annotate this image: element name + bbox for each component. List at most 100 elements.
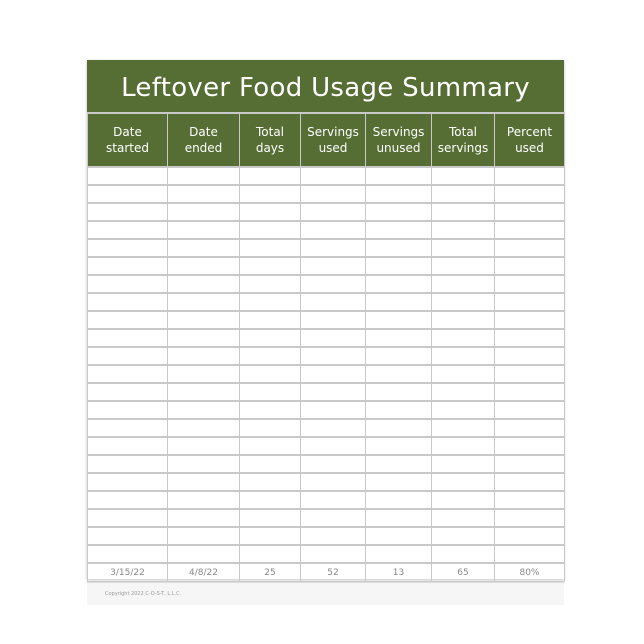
table-cell[interactable] <box>87 544 168 564</box>
table-cell[interactable] <box>365 166 432 186</box>
table-cell[interactable] <box>300 436 366 456</box>
table-cell[interactable] <box>494 490 565 510</box>
table-cell[interactable] <box>87 292 168 312</box>
table-cell[interactable] <box>300 220 366 240</box>
table-cell[interactable] <box>431 400 495 420</box>
table-cell[interactable] <box>87 418 168 438</box>
table-cell[interactable] <box>300 382 366 402</box>
table-cell[interactable] <box>431 454 495 474</box>
table-cell[interactable] <box>167 220 240 240</box>
table-cell[interactable] <box>87 508 168 528</box>
table-cell[interactable] <box>87 490 168 510</box>
table-cell[interactable] <box>239 508 301 528</box>
table-cell[interactable] <box>239 472 301 492</box>
table-cell[interactable] <box>167 400 240 420</box>
table-cell[interactable] <box>300 346 366 366</box>
table-cell[interactable] <box>239 454 301 474</box>
table-cell[interactable] <box>300 454 366 474</box>
table-cell[interactable] <box>431 292 495 312</box>
table-cell[interactable] <box>494 454 565 474</box>
table-cell[interactable] <box>300 418 366 438</box>
table-cell[interactable] <box>494 202 565 222</box>
table-cell[interactable] <box>300 328 366 348</box>
table-cell[interactable] <box>431 346 495 366</box>
table-cell[interactable] <box>494 544 565 564</box>
table-cell[interactable] <box>239 490 301 510</box>
table-cell[interactable] <box>494 472 565 492</box>
table-cell[interactable] <box>167 166 240 186</box>
table-cell[interactable] <box>365 220 432 240</box>
table-cell[interactable] <box>239 328 301 348</box>
table-cell[interactable] <box>365 508 432 528</box>
table-cell[interactable] <box>87 310 168 330</box>
table-cell[interactable] <box>431 382 495 402</box>
table-cell[interactable] <box>167 436 240 456</box>
table-cell[interactable] <box>431 328 495 348</box>
table-cell[interactable] <box>300 166 366 186</box>
table-cell[interactable] <box>300 202 366 222</box>
table-cell[interactable] <box>239 310 301 330</box>
table-cell[interactable] <box>431 274 495 294</box>
table-cell[interactable] <box>494 508 565 528</box>
table-cell[interactable] <box>300 274 366 294</box>
table-cell[interactable] <box>365 184 432 204</box>
table-cell[interactable] <box>365 418 432 438</box>
table-cell[interactable] <box>167 202 240 222</box>
table-cell[interactable] <box>300 184 366 204</box>
table-cell[interactable] <box>87 526 168 546</box>
table-cell[interactable] <box>239 274 301 294</box>
table-cell[interactable] <box>167 292 240 312</box>
table-cell[interactable] <box>167 346 240 366</box>
table-cell[interactable] <box>87 382 168 402</box>
table-cell[interactable] <box>87 166 168 186</box>
table-cell[interactable] <box>87 274 168 294</box>
table-cell[interactable] <box>239 256 301 276</box>
table-cell[interactable] <box>87 238 168 258</box>
table-cell[interactable] <box>239 346 301 366</box>
table-cell[interactable] <box>365 310 432 330</box>
table-cell[interactable] <box>300 364 366 384</box>
table-cell[interactable] <box>239 292 301 312</box>
table-cell[interactable] <box>494 436 565 456</box>
table-cell[interactable] <box>300 472 366 492</box>
table-cell[interactable] <box>239 418 301 438</box>
table-cell[interactable] <box>365 238 432 258</box>
table-cell[interactable] <box>87 364 168 384</box>
table-cell[interactable] <box>167 382 240 402</box>
table-cell[interactable] <box>431 202 495 222</box>
table-cell[interactable] <box>87 400 168 420</box>
table-cell[interactable] <box>431 472 495 492</box>
table-cell[interactable] <box>300 310 366 330</box>
table-cell[interactable] <box>494 310 565 330</box>
table-cell[interactable] <box>300 490 366 510</box>
table-cell[interactable] <box>365 364 432 384</box>
table-cell[interactable] <box>365 472 432 492</box>
table-cell[interactable] <box>365 328 432 348</box>
table-cell[interactable] <box>239 166 301 186</box>
table-cell[interactable] <box>365 382 432 402</box>
table-cell[interactable] <box>87 436 168 456</box>
table-cell[interactable] <box>494 292 565 312</box>
table-cell[interactable] <box>167 274 240 294</box>
table-cell[interactable] <box>494 220 565 240</box>
table-cell[interactable] <box>239 436 301 456</box>
table-cell[interactable] <box>300 238 366 258</box>
table-cell[interactable] <box>87 328 168 348</box>
table-cell[interactable] <box>300 400 366 420</box>
table-cell[interactable] <box>431 544 495 564</box>
table-cell[interactable] <box>431 526 495 546</box>
table-cell[interactable] <box>494 328 565 348</box>
table-cell[interactable] <box>167 544 240 564</box>
table-cell[interactable] <box>239 202 301 222</box>
table-cell[interactable] <box>365 544 432 564</box>
table-cell[interactable] <box>167 472 240 492</box>
table-cell[interactable] <box>239 544 301 564</box>
table-cell[interactable] <box>167 490 240 510</box>
table-cell[interactable] <box>87 472 168 492</box>
table-cell[interactable] <box>365 346 432 366</box>
table-cell[interactable] <box>494 256 565 276</box>
table-cell[interactable] <box>494 274 565 294</box>
table-cell[interactable] <box>494 346 565 366</box>
table-cell[interactable] <box>167 508 240 528</box>
table-cell[interactable] <box>300 526 366 546</box>
